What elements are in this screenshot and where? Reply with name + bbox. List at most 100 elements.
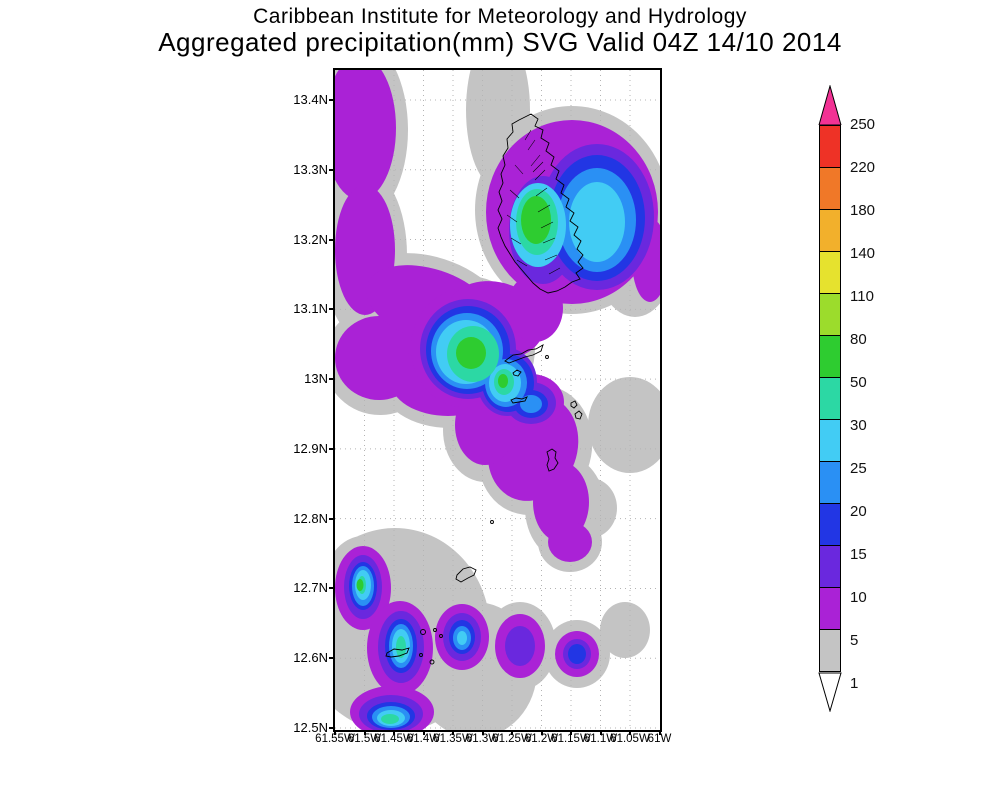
islet-dot [433,628,437,632]
x-axis-label: 61.25W [492,733,532,745]
islet-dot [545,355,549,359]
contour-region-1-5mm [600,602,650,658]
bequia-outline [504,344,544,364]
contour-region-5-10mm [533,462,589,542]
contour-region-1-5mm [588,377,660,473]
colorbar-label: 1 [850,675,859,692]
coastlines [385,113,584,665]
y-axis-tick [329,308,334,311]
x-axis-tick [363,730,366,735]
y-axis-label: 13.3N [293,161,328,177]
contour-region-25-30mm [457,631,467,645]
contour-region-5-10mm [335,70,396,200]
islet-dot [419,653,423,657]
x-axis-label: 61.1W [583,733,618,745]
y-axis-label: 12.8N [293,510,328,526]
y-axis-tick [329,238,334,241]
x-axis-label: 61.2W [524,733,559,745]
colorbar-segment [819,167,841,210]
colorbar-bottom-arrow [818,672,842,712]
contour-region-25-30mm [569,182,625,262]
colorbar-label: 80 [850,331,867,348]
contour-region-5-10mm [507,274,563,342]
colorbar-segment [819,503,841,546]
x-axis-tick [540,730,543,735]
contour-region-30-50mm [381,714,399,724]
contour-region-30-50mm [396,636,406,658]
colorbar-segment [819,293,841,336]
x-axis-label: 61W [647,733,672,745]
contour-region-10-15mm [505,626,535,666]
colorbar-label: 10 [850,589,867,606]
colorbar-label: 5 [850,632,859,649]
y-axis-label: 13N [304,371,328,387]
colorbar-segment [819,461,841,504]
x-axis-label: 61.5W [347,733,382,745]
x-axis-label: 61.35W [433,733,473,745]
x-axis-tick [570,730,572,735]
colorbar-segment [819,587,841,630]
colorbar-label: 30 [850,417,867,434]
y-axis-tick [329,99,334,101]
y-axis-label: 12.9N [293,440,328,456]
y-axis-label: 13.4N [293,92,328,107]
colorbar-segment [819,251,841,294]
y-axis-tick [329,657,334,660]
grenadine-islets [385,369,583,658]
precipitation-contour-map [335,70,660,730]
colorbar-segment [819,209,841,252]
y-axis-tick [329,168,334,171]
colorbar-segment [819,377,841,420]
y-axis-label: 12.5N [293,720,328,736]
y-axis-tick [329,378,334,381]
x-axis-tick [334,730,336,735]
colorbar-segment [819,419,841,462]
x-axis-tick [481,730,484,735]
contour-region-20-25mm [520,395,542,413]
colorbar-segment [819,335,841,378]
contour-region-50-80mm [498,374,508,388]
colorbar-label: 25 [850,460,867,477]
y-axis-label: 12.6N [293,650,328,666]
st-vincent-outline [497,113,584,294]
y-axis-label: 12.7N [293,580,328,596]
colorbar-label: 180 [850,202,876,219]
x-axis-label: 61.05W [610,733,650,745]
contour-region-5-10mm [548,522,592,562]
y-axis-label: 13.2N [293,231,328,247]
x-axis-label: 61.3W [465,733,500,745]
y-axis-tick [329,447,334,450]
colorbar-segment [819,125,841,168]
islet-dot [429,659,435,665]
institute-title: Caribbean Institute for Meteorology and … [253,5,747,28]
x-axis-tick [452,730,454,735]
y-axis-tick [329,727,334,730]
st-vincent-terrain-lines [506,129,561,275]
x-axis-tick [629,730,631,735]
islet-dot [439,634,443,638]
contour-region-50-80mm [456,337,486,369]
y-axis-tick [329,587,334,590]
colorbar-label: 20 [850,503,867,520]
contour-region-50-80mm [521,196,551,244]
colorbar-label: 110 [850,288,874,305]
colorbar [818,85,842,712]
x-axis-tick [599,730,602,735]
colorbar-label: 15 [850,546,867,563]
plot-title: Aggregated precipitation(mm) SVG Valid 0… [158,27,842,57]
contour-layer-50-80mm [356,196,551,591]
colorbar-top-arrow [818,85,842,125]
x-axis-tick [658,730,661,735]
colorbar-label: 220 [850,159,876,176]
colorbar-segment [819,629,841,672]
islet-dot [420,629,426,635]
colorbar-segment [819,545,841,588]
contour-region-15-20mm [568,644,586,664]
colorbar-label: 140 [850,245,876,262]
y-axis-label: 13.1N [293,301,328,317]
x-axis-label: 61.15W [551,733,591,745]
x-axis-label: 61.55W [315,733,355,745]
map-frame [333,68,662,732]
colorbar-label: 250 [850,116,876,133]
